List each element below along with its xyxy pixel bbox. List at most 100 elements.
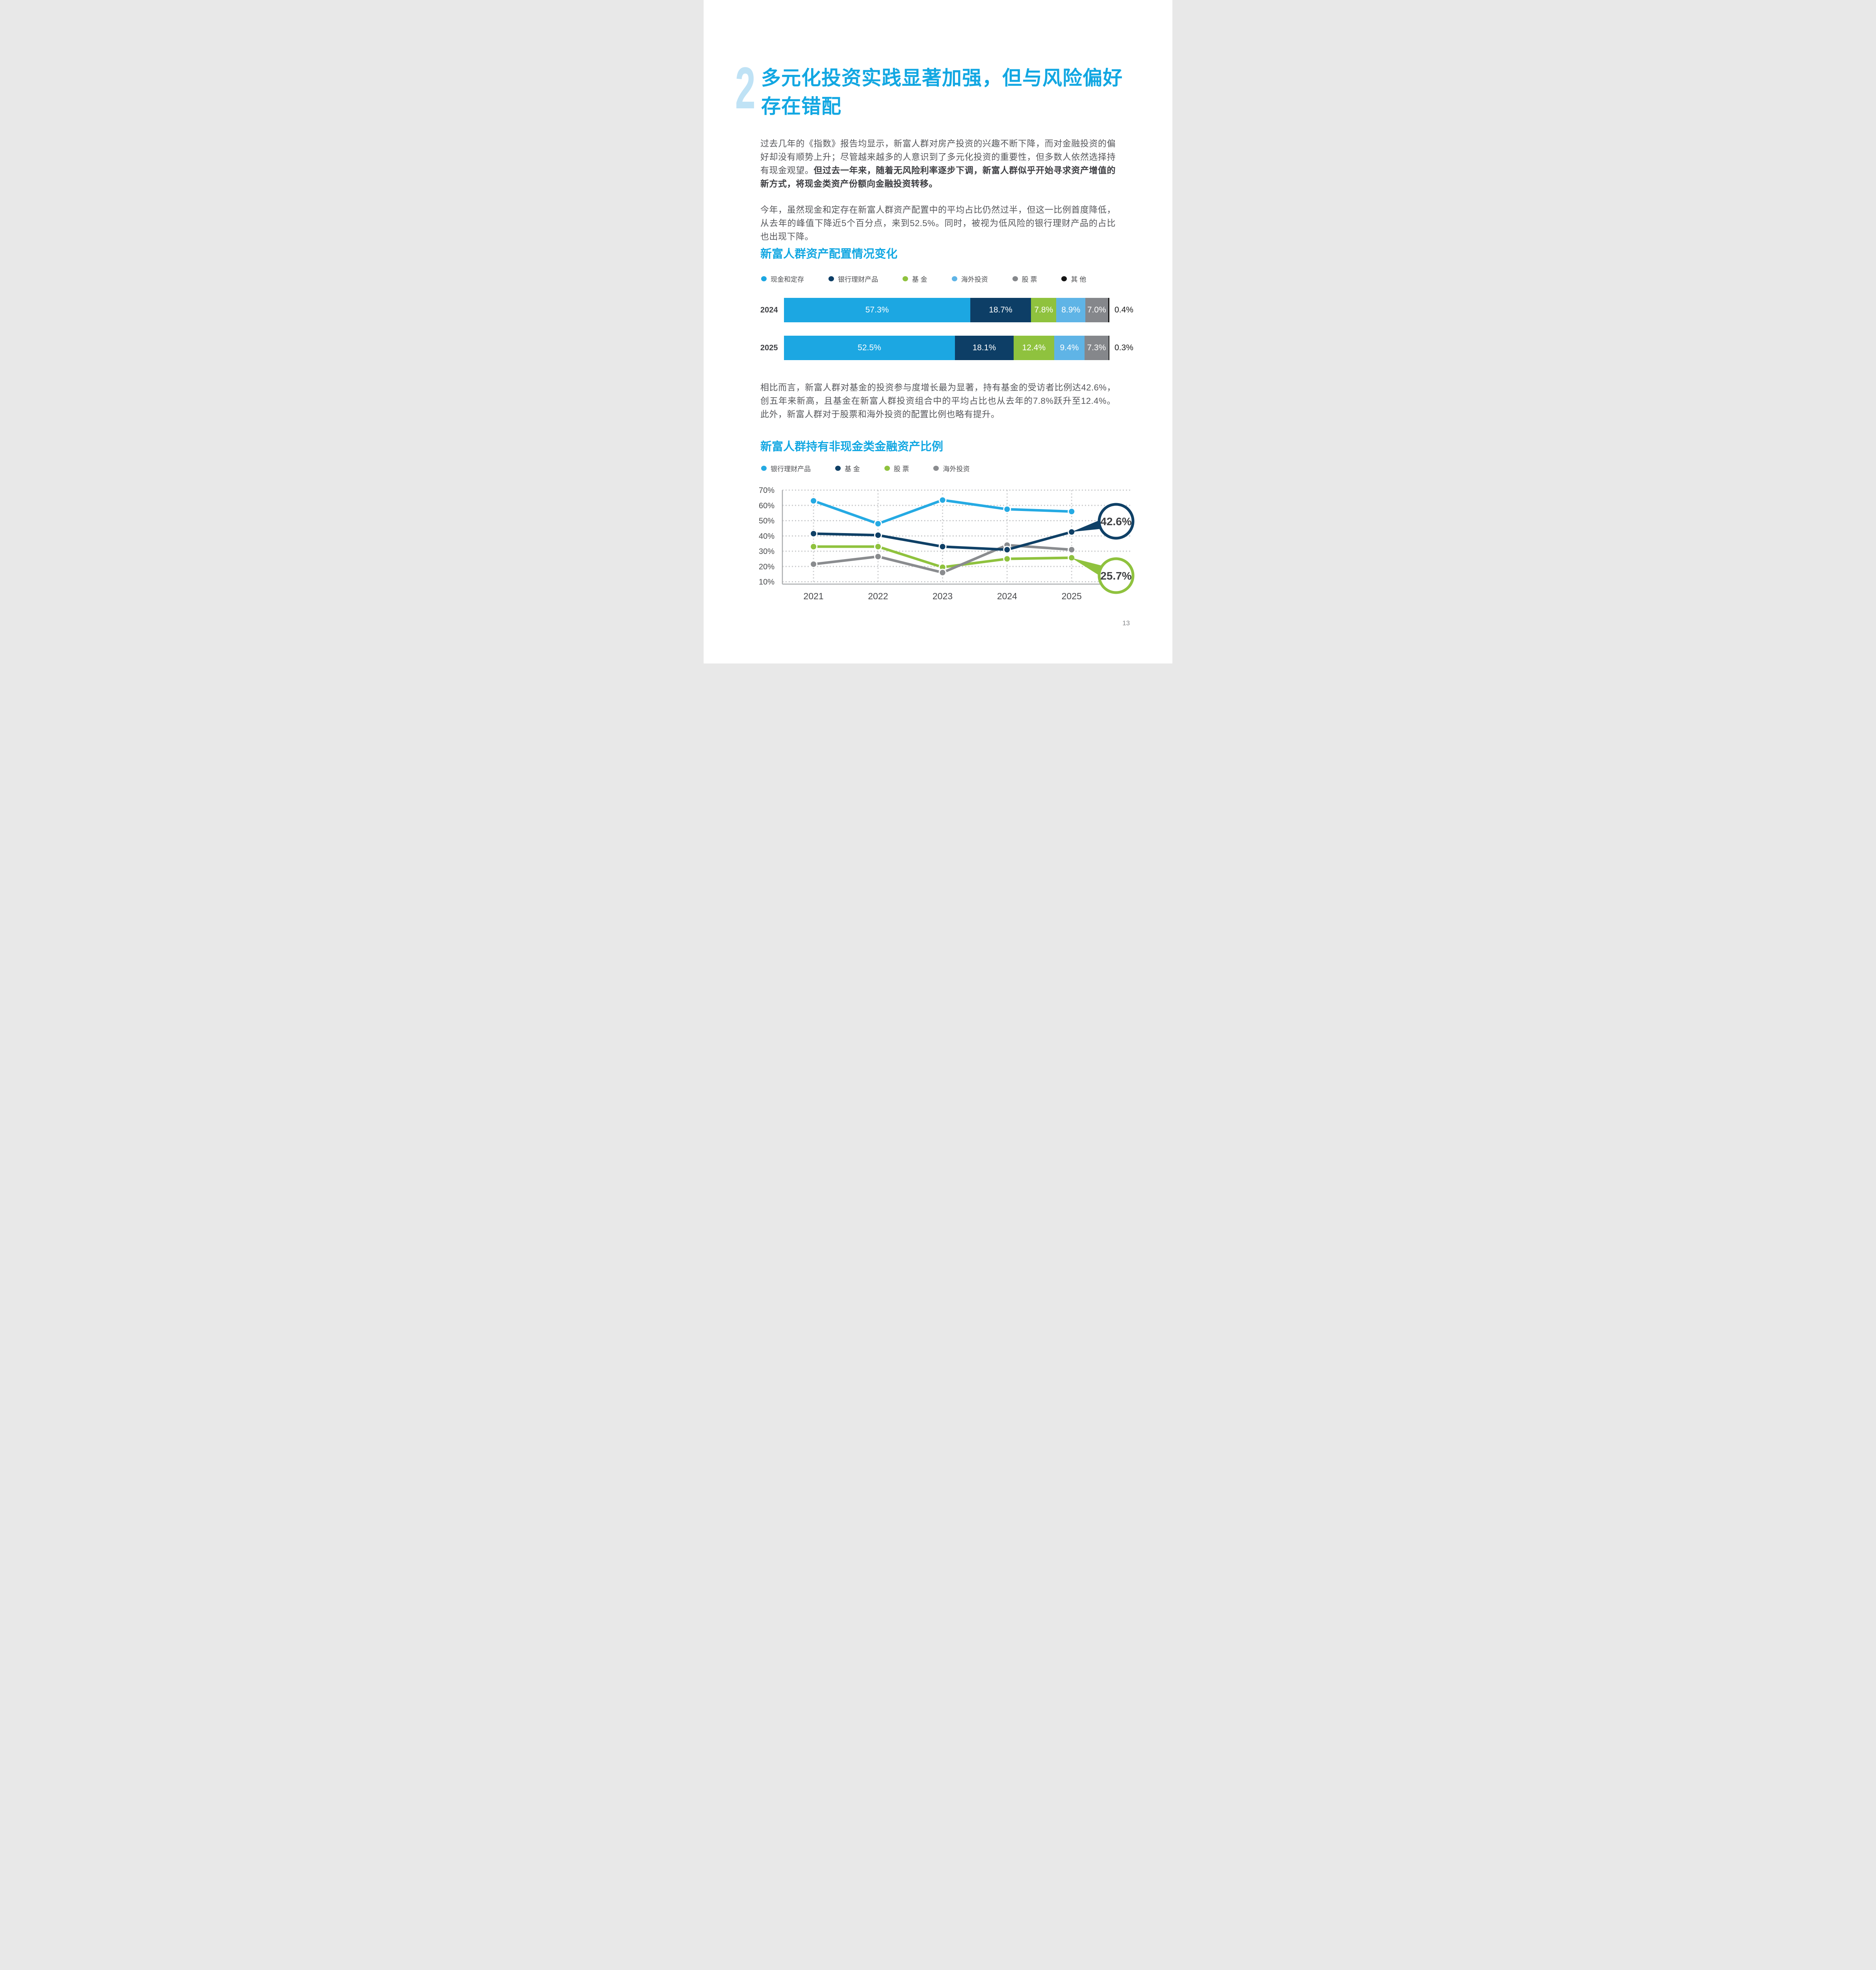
legend-item: 基 金: [903, 274, 927, 284]
legend-label: 基 金: [845, 465, 860, 473]
data-point: [1004, 506, 1010, 512]
chart1-legend: 现金和定存 银行理财产品 基 金 海外投资 股 票 其 他: [761, 274, 1086, 284]
legend-label: 银行理财产品: [771, 465, 811, 473]
paragraph-intro: 过去几年的《指数》报告均显示，新富人群对房产投资的兴趣不断下降，而对金融投资的偏…: [760, 137, 1116, 191]
legend-swatch-icon: [951, 276, 957, 281]
section-number: 2: [735, 55, 756, 121]
legend-label: 海外投资: [961, 276, 988, 283]
legend-label: 股 票: [893, 465, 909, 473]
bar-outside-value: 0.4%: [1114, 305, 1133, 314]
bar-segment-value: 7.8%: [1034, 305, 1053, 314]
bar-segment-value: 52.5%: [858, 343, 881, 352]
legend-item: 股 票: [884, 463, 909, 473]
legend-item: 现金和定存: [761, 274, 804, 284]
legend-label: 基 金: [912, 276, 927, 283]
y-axis-tick-label: 70%: [759, 486, 775, 495]
bar-segment: 57.3%: [784, 298, 970, 322]
legend-swatch-icon: [933, 466, 939, 471]
bar-segment: 7.0%: [1085, 298, 1108, 322]
x-axis-tick-label: 2025: [1062, 591, 1082, 601]
legend-item: 其 他: [1061, 274, 1086, 284]
y-axis-tick-label: 60%: [759, 502, 775, 510]
bar-segment: [1108, 298, 1109, 322]
data-point: [940, 570, 945, 576]
stacked-bar-chart: 2024 57.3% 18.7% 7.8% 8.9% 7.0% 0.4% 2025 52.5% 1…: [760, 298, 1139, 374]
data-point: [1069, 509, 1075, 515]
bar-segment-value: 8.9%: [1061, 305, 1081, 314]
y-axis-tick-label: 40%: [759, 532, 775, 541]
bar-row: 2025 52.5% 18.1% 12.4% 9.4% 7.3% 0.3%: [760, 336, 1139, 360]
bar-outside-value: 0.3%: [1114, 343, 1133, 352]
legend-swatch-icon: [835, 466, 841, 471]
data-point: [940, 564, 945, 570]
data-point: [1069, 555, 1075, 561]
data-point: [811, 544, 816, 550]
legend-item: 海外投资: [933, 463, 970, 473]
legend-label: 股 票: [1022, 276, 1037, 283]
bar-track: 57.3% 18.7% 7.8% 8.9% 7.0%: [784, 298, 1109, 322]
chart2-title: 新富人群持有非现金类金融资产比例: [760, 440, 944, 453]
bar-segment: 18.7%: [970, 298, 1031, 322]
data-point: [875, 521, 881, 527]
bar-segment-value: 18.1%: [972, 343, 996, 352]
chart2-legend: 银行理财产品 基 金 股 票 海外投资: [761, 463, 970, 473]
data-point: [940, 544, 945, 550]
page-number: 13: [1122, 619, 1130, 627]
legend-swatch-icon: [828, 276, 834, 281]
callout-value: 42.6%: [1100, 515, 1131, 528]
bar-segment: 18.1%: [955, 336, 1014, 360]
bar-segment: 7.3%: [1085, 336, 1109, 360]
legend-item: 海外投资: [951, 274, 988, 284]
x-axis-tick-label: 2024: [997, 591, 1017, 601]
bar-segment-value: 12.4%: [1022, 343, 1046, 352]
y-axis-tick-label: 10%: [759, 578, 775, 587]
legend-label: 现金和定存: [771, 276, 804, 283]
legend-item: 银行理财产品: [761, 463, 811, 473]
x-axis-tick-label: 2021: [803, 591, 823, 601]
chart1-title: 新富人群资产配置情况变化: [760, 248, 898, 260]
legend-item: 银行理财产品: [828, 274, 878, 284]
line-chart: 70% 60% 50% 40% 30% 20% 10% 2021 2022 2023 2024 202…: [759, 486, 1135, 601]
data-point: [811, 531, 816, 537]
paragraph-intro-normal: 过去几年的《指数》报告均显示，新富人群对房产投资的兴趣不断下降，而对金融投资的偏…: [760, 139, 1116, 175]
data-point: [1004, 556, 1010, 562]
legend-swatch-icon: [903, 276, 908, 281]
data-point: [875, 554, 881, 559]
callout-bubble: [1098, 503, 1135, 540]
legend-label: 海外投资: [943, 465, 970, 473]
paragraph-fund-growth: 相比而言，新富人群对基金的投资参与度增长最为显著，持有基金的受访者比例达42.6…: [760, 383, 1116, 419]
bar-segment: 8.9%: [1056, 298, 1085, 322]
page-title-line2: 存在错配: [761, 95, 841, 117]
x-axis-tick-label: 2022: [868, 591, 888, 601]
legend-item: 基 金: [835, 463, 860, 473]
bar-row: 2024 57.3% 18.7% 7.8% 8.9% 7.0% 0.4%: [760, 298, 1139, 322]
data-point: [1069, 529, 1075, 535]
bar-segment: 7.8%: [1031, 298, 1057, 322]
x-axis-tick-label: 2023: [932, 591, 953, 601]
paragraph-intro-bold: 但过去一年来，随着无风险利率逐步下调，新富人群似乎开始寻求资产增值的新方式，将现…: [760, 165, 1116, 189]
legend-label: 其 他: [1071, 276, 1087, 283]
bar-segment-value: 9.4%: [1060, 343, 1079, 352]
data-point: [811, 498, 816, 504]
data-point: [1004, 547, 1010, 553]
bar-segment: 12.4%: [1014, 336, 1054, 360]
page-title: 多元化投资实践显著加强，但与风险偏好 存在错配: [761, 64, 1123, 121]
bar-segment: 9.4%: [1054, 336, 1085, 360]
bar-segment: 52.5%: [784, 336, 955, 360]
data-point: [940, 497, 945, 503]
data-point: [811, 561, 816, 567]
callout-value: 25.7%: [1100, 570, 1131, 582]
legend-swatch-icon: [761, 276, 767, 281]
data-point: [1069, 547, 1075, 553]
legend-swatch-icon: [1012, 276, 1018, 281]
page-title-line1: 多元化投资实践显著加强，但与风险偏好: [761, 67, 1123, 89]
report-page: 2 多元化投资实践显著加强，但与风险偏好 存在错配 过去几年的《指数》报告均显示…: [704, 0, 1172, 663]
bar-segment-value: 7.3%: [1087, 343, 1106, 352]
legend-swatch-icon: [761, 466, 767, 471]
data-point: [875, 532, 881, 538]
bar-track: 52.5% 18.1% 12.4% 9.4% 7.3%: [784, 336, 1109, 360]
legend-swatch-icon: [884, 466, 890, 471]
legend-item: 股 票: [1012, 274, 1037, 284]
paragraph-cash-share: 今年，虽然现金和定存在新富人群资产配置中的平均占比仍然过半，但这一比例首度降低，…: [760, 205, 1116, 242]
bar-year-label: 2024: [760, 305, 778, 314]
